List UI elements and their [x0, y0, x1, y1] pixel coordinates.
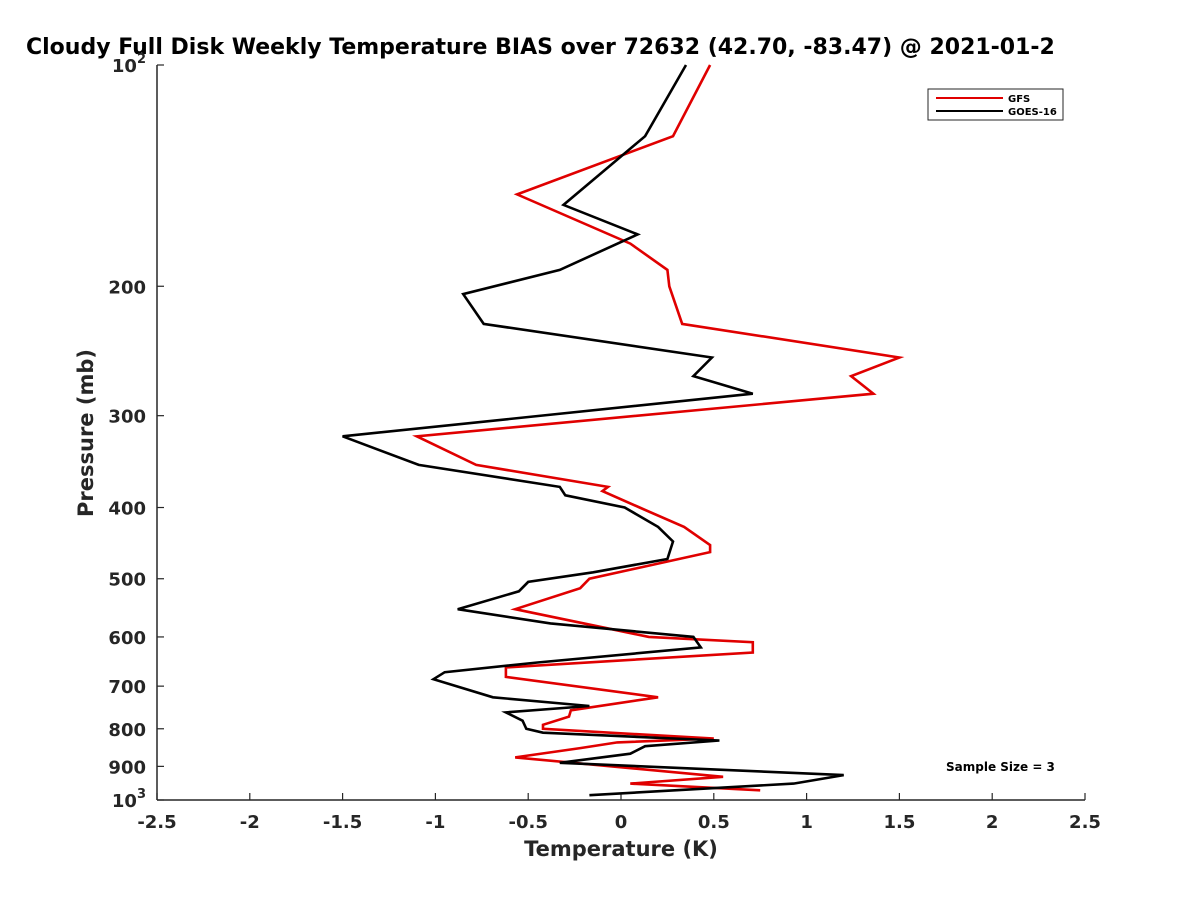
y-tick-label: 500: [108, 570, 146, 591]
series-line-gfs: [412, 64, 905, 792]
y-tick-label: 300: [108, 407, 146, 428]
y-tick-label-base: 10: [112, 791, 137, 812]
y-tick-label: 400: [108, 499, 146, 520]
x-tick-label: 2: [986, 812, 999, 833]
y-axis-label: Pressure (mb): [74, 349, 98, 517]
legend-label-goes16: GOES-16: [1008, 107, 1057, 118]
x-tick-label: -2.5: [137, 812, 176, 833]
x-axis-ticks: -2.5 -2 -1.5 -1 -0.5 0 0.5 1 1.5 2 2.5: [137, 793, 1101, 833]
sample-size-annotation: Sample Size = 3: [946, 760, 1055, 774]
x-tick-label: -0.5: [509, 812, 548, 833]
x-tick-label: 1.5: [883, 812, 915, 833]
y-tick-label: 600: [108, 628, 146, 649]
y-tick-label: 103: [112, 787, 146, 812]
legend-label-gfs: GFS: [1008, 94, 1030, 105]
y-tick-label: 200: [108, 277, 146, 298]
x-axis-label: Temperature (K): [524, 837, 718, 861]
x-tick-label: 0.5: [698, 812, 730, 833]
x-tick-label: -2: [240, 812, 260, 833]
legend: GFS GOES-16: [927, 88, 1064, 121]
x-tick-label: 0: [615, 812, 628, 833]
y-tick-label: 900: [108, 757, 146, 778]
series-layer: [342, 64, 905, 797]
y-tick-label-exponent: 2: [137, 52, 146, 67]
x-tick-label: 1: [800, 812, 813, 833]
y-tick-label-exponent: 3: [137, 787, 146, 802]
chart-title: Cloudy Full Disk Weekly Temperature BIAS…: [26, 35, 1055, 60]
y-tick-label: 800: [108, 720, 146, 741]
y-tick-label-base: 10: [112, 56, 137, 77]
series-line-goes16: [342, 64, 844, 797]
legend-box: [927, 88, 1064, 121]
x-tick-label: -1.5: [323, 812, 362, 833]
x-tick-label: -1: [425, 812, 445, 833]
y-tick-label: 700: [108, 677, 146, 698]
y-tick-label: 102: [112, 52, 146, 77]
x-tick-label: 2.5: [1069, 812, 1101, 833]
